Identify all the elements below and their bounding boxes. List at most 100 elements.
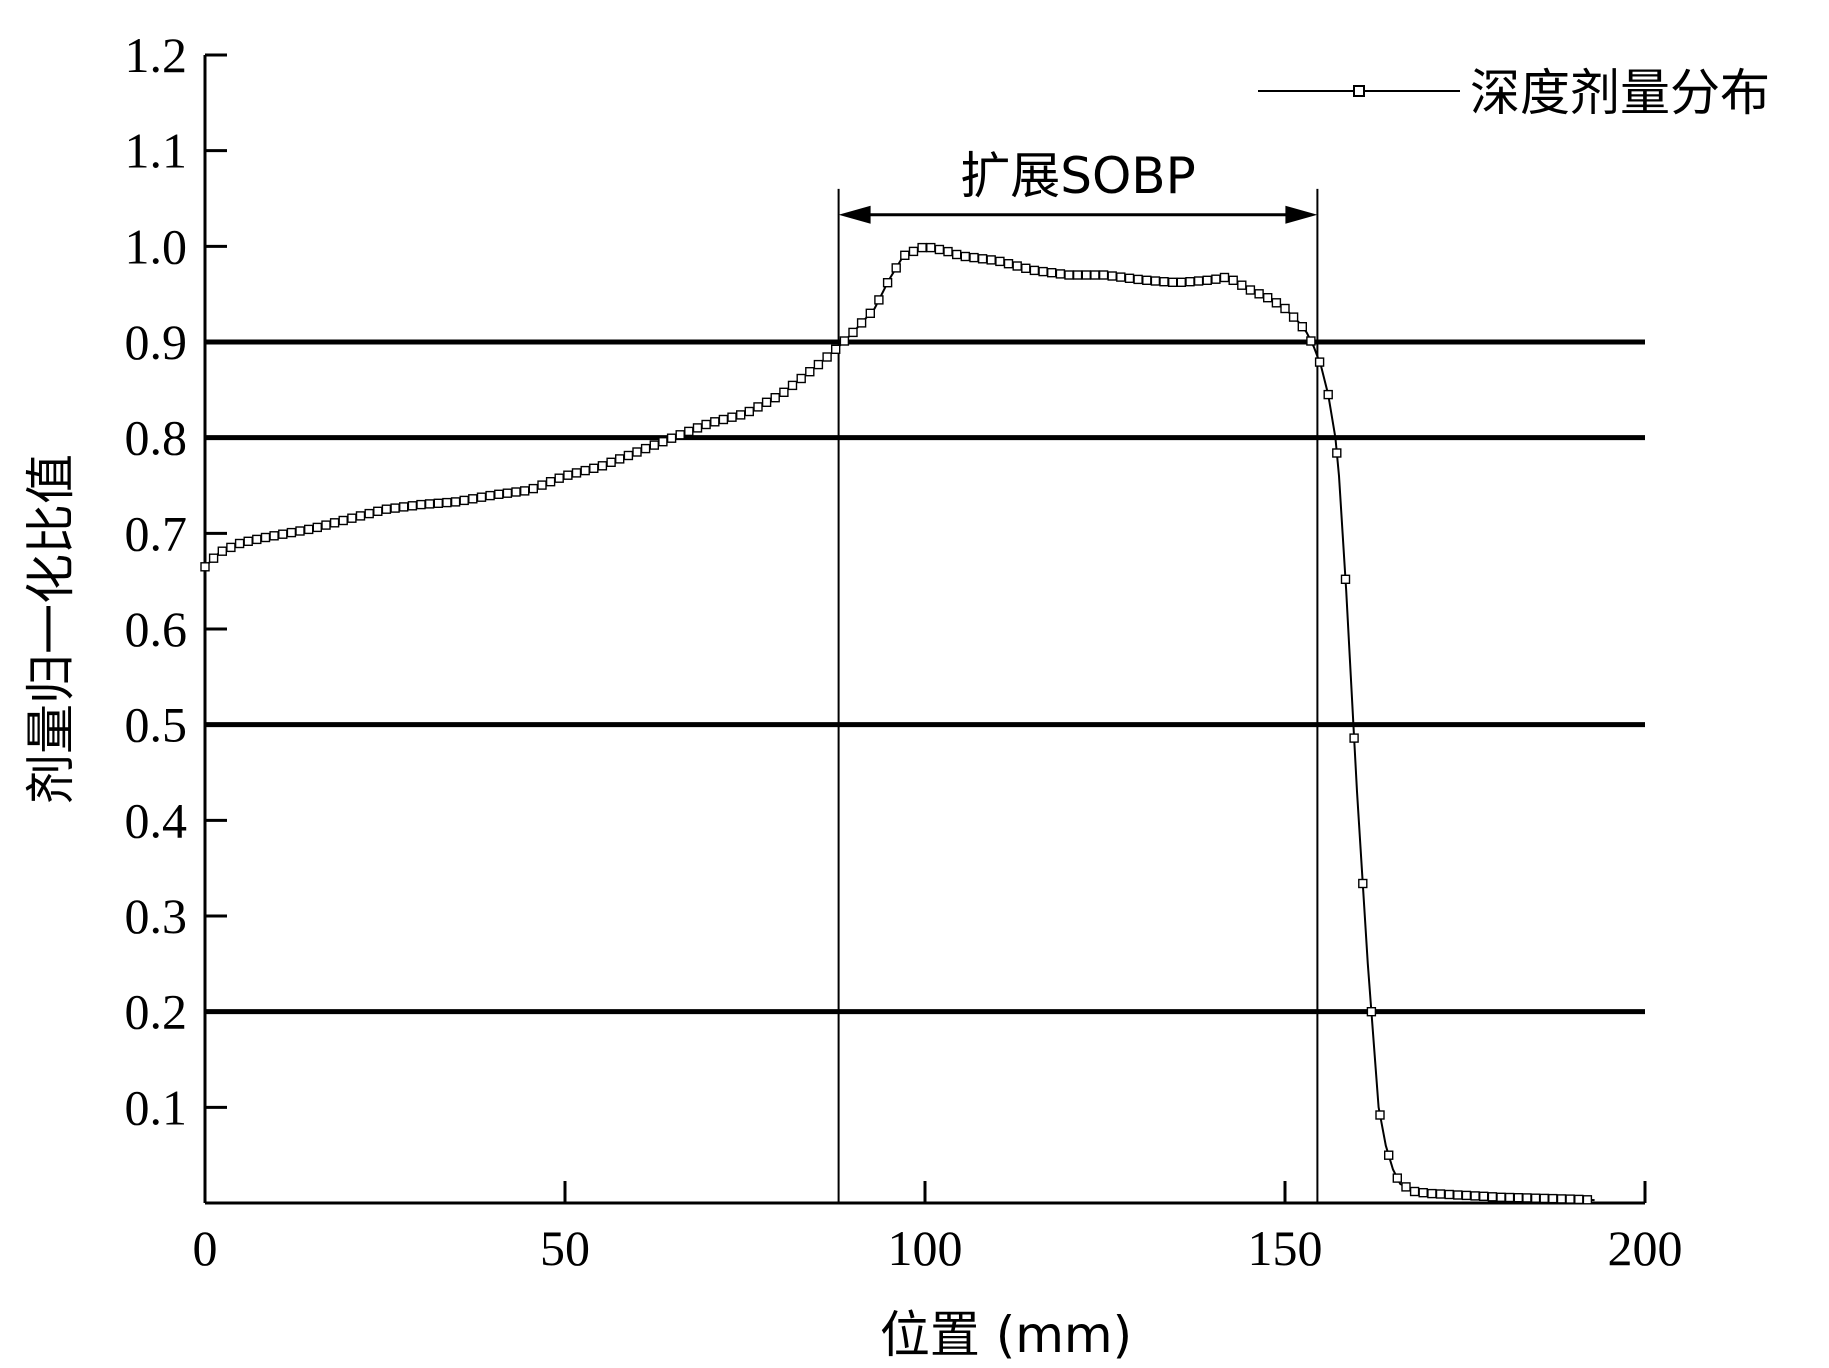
data-point [718, 414, 729, 425]
data-point [217, 546, 228, 556]
data-point [424, 499, 435, 509]
data-point [1574, 1194, 1584, 1205]
data-point [1116, 272, 1126, 282]
data-point [200, 562, 210, 572]
data-point [1012, 261, 1022, 271]
data-point [891, 263, 901, 273]
x-tick-label: 200 [1608, 1220, 1683, 1276]
data-point [416, 499, 426, 510]
data-point [1280, 303, 1290, 314]
data-point [1314, 357, 1325, 367]
data-point [442, 497, 452, 508]
x-axis-title: 位置 (mm) [880, 1306, 1132, 1364]
data-point [1038, 266, 1048, 277]
data-point [571, 468, 582, 478]
data-point [1211, 274, 1221, 284]
data-point [952, 249, 962, 260]
data-point [468, 494, 478, 504]
data-point [1409, 1186, 1420, 1197]
y-tick-label: 0.4 [125, 792, 188, 848]
y-tick-label: 0.3 [125, 888, 188, 944]
y-axis-title: 剂量归一化比值 [22, 454, 80, 804]
data-point [623, 450, 634, 461]
data-point [459, 495, 469, 506]
data-point [355, 511, 366, 521]
data-point [1323, 389, 1333, 400]
data-point [1245, 285, 1256, 295]
data-point [321, 520, 331, 530]
data-point [260, 532, 271, 543]
x-tick-label: 50 [540, 1220, 590, 1276]
y-tick-label: 0.7 [125, 505, 188, 561]
data-point [338, 515, 348, 526]
data-point [1513, 1192, 1524, 1203]
data-point [692, 423, 703, 433]
data-point [822, 352, 832, 362]
data-point [701, 419, 711, 430]
data-point [1055, 269, 1066, 279]
legend: 深度剂量分布 [1258, 64, 1770, 122]
data-point [882, 278, 893, 288]
data-point [537, 480, 547, 490]
data-point [1176, 277, 1187, 287]
y-tick-label: 0.5 [125, 697, 188, 753]
data-point [1167, 277, 1178, 287]
data-point [1021, 263, 1031, 273]
data-point [511, 487, 521, 497]
data-point [1504, 1192, 1515, 1203]
data-point [813, 359, 824, 370]
data-point [554, 473, 564, 483]
data-point [208, 553, 219, 563]
data-point [1133, 274, 1143, 285]
y-tick-label: 1.0 [125, 218, 188, 274]
data-point [675, 430, 685, 440]
data-point [1185, 277, 1195, 287]
data-point [831, 344, 841, 354]
data-point [753, 402, 763, 412]
data-point [1150, 276, 1161, 286]
data-point [1349, 733, 1359, 743]
data-point [1064, 270, 1074, 280]
data-point [580, 465, 590, 476]
data-point [1435, 1189, 1446, 1199]
data-point [1107, 271, 1117, 281]
data-point [1081, 270, 1092, 280]
data-point [1418, 1187, 1428, 1198]
data-point [1548, 1193, 1558, 1204]
data-point [606, 457, 616, 467]
data-point [1306, 336, 1316, 346]
data-point [874, 295, 884, 305]
data-point [926, 242, 936, 253]
data-point [563, 470, 573, 480]
data-point [736, 410, 746, 420]
data-point [304, 524, 314, 535]
data-point [658, 437, 668, 447]
data-point [1444, 1189, 1454, 1200]
data-point [1383, 1150, 1394, 1160]
legend-series-label: 深度剂量分布 [1470, 64, 1770, 122]
data-point [589, 463, 599, 473]
y-tick-label: 0.8 [125, 410, 188, 466]
data-point [347, 513, 357, 523]
data-point [494, 489, 504, 499]
data-point [1297, 322, 1308, 332]
data-point [364, 508, 374, 519]
data-point [770, 393, 780, 403]
data-point [666, 433, 677, 443]
y-tick-label: 0.1 [125, 1079, 188, 1135]
data-point [977, 254, 988, 264]
data-point [1530, 1193, 1541, 1203]
sobp-arrow-right [1285, 205, 1318, 224]
y-tick-label: 0.6 [125, 601, 188, 657]
data-point [969, 252, 979, 263]
data-point [1556, 1194, 1567, 1204]
legend-marker [1353, 85, 1365, 97]
y-tick-label: 1.1 [125, 123, 188, 179]
data-point [787, 380, 798, 391]
data-point [1358, 878, 1368, 889]
data-point [295, 526, 305, 536]
data-point [1124, 273, 1135, 283]
data-point [234, 538, 245, 549]
data-point [1392, 1173, 1403, 1183]
data-point [1072, 270, 1083, 280]
